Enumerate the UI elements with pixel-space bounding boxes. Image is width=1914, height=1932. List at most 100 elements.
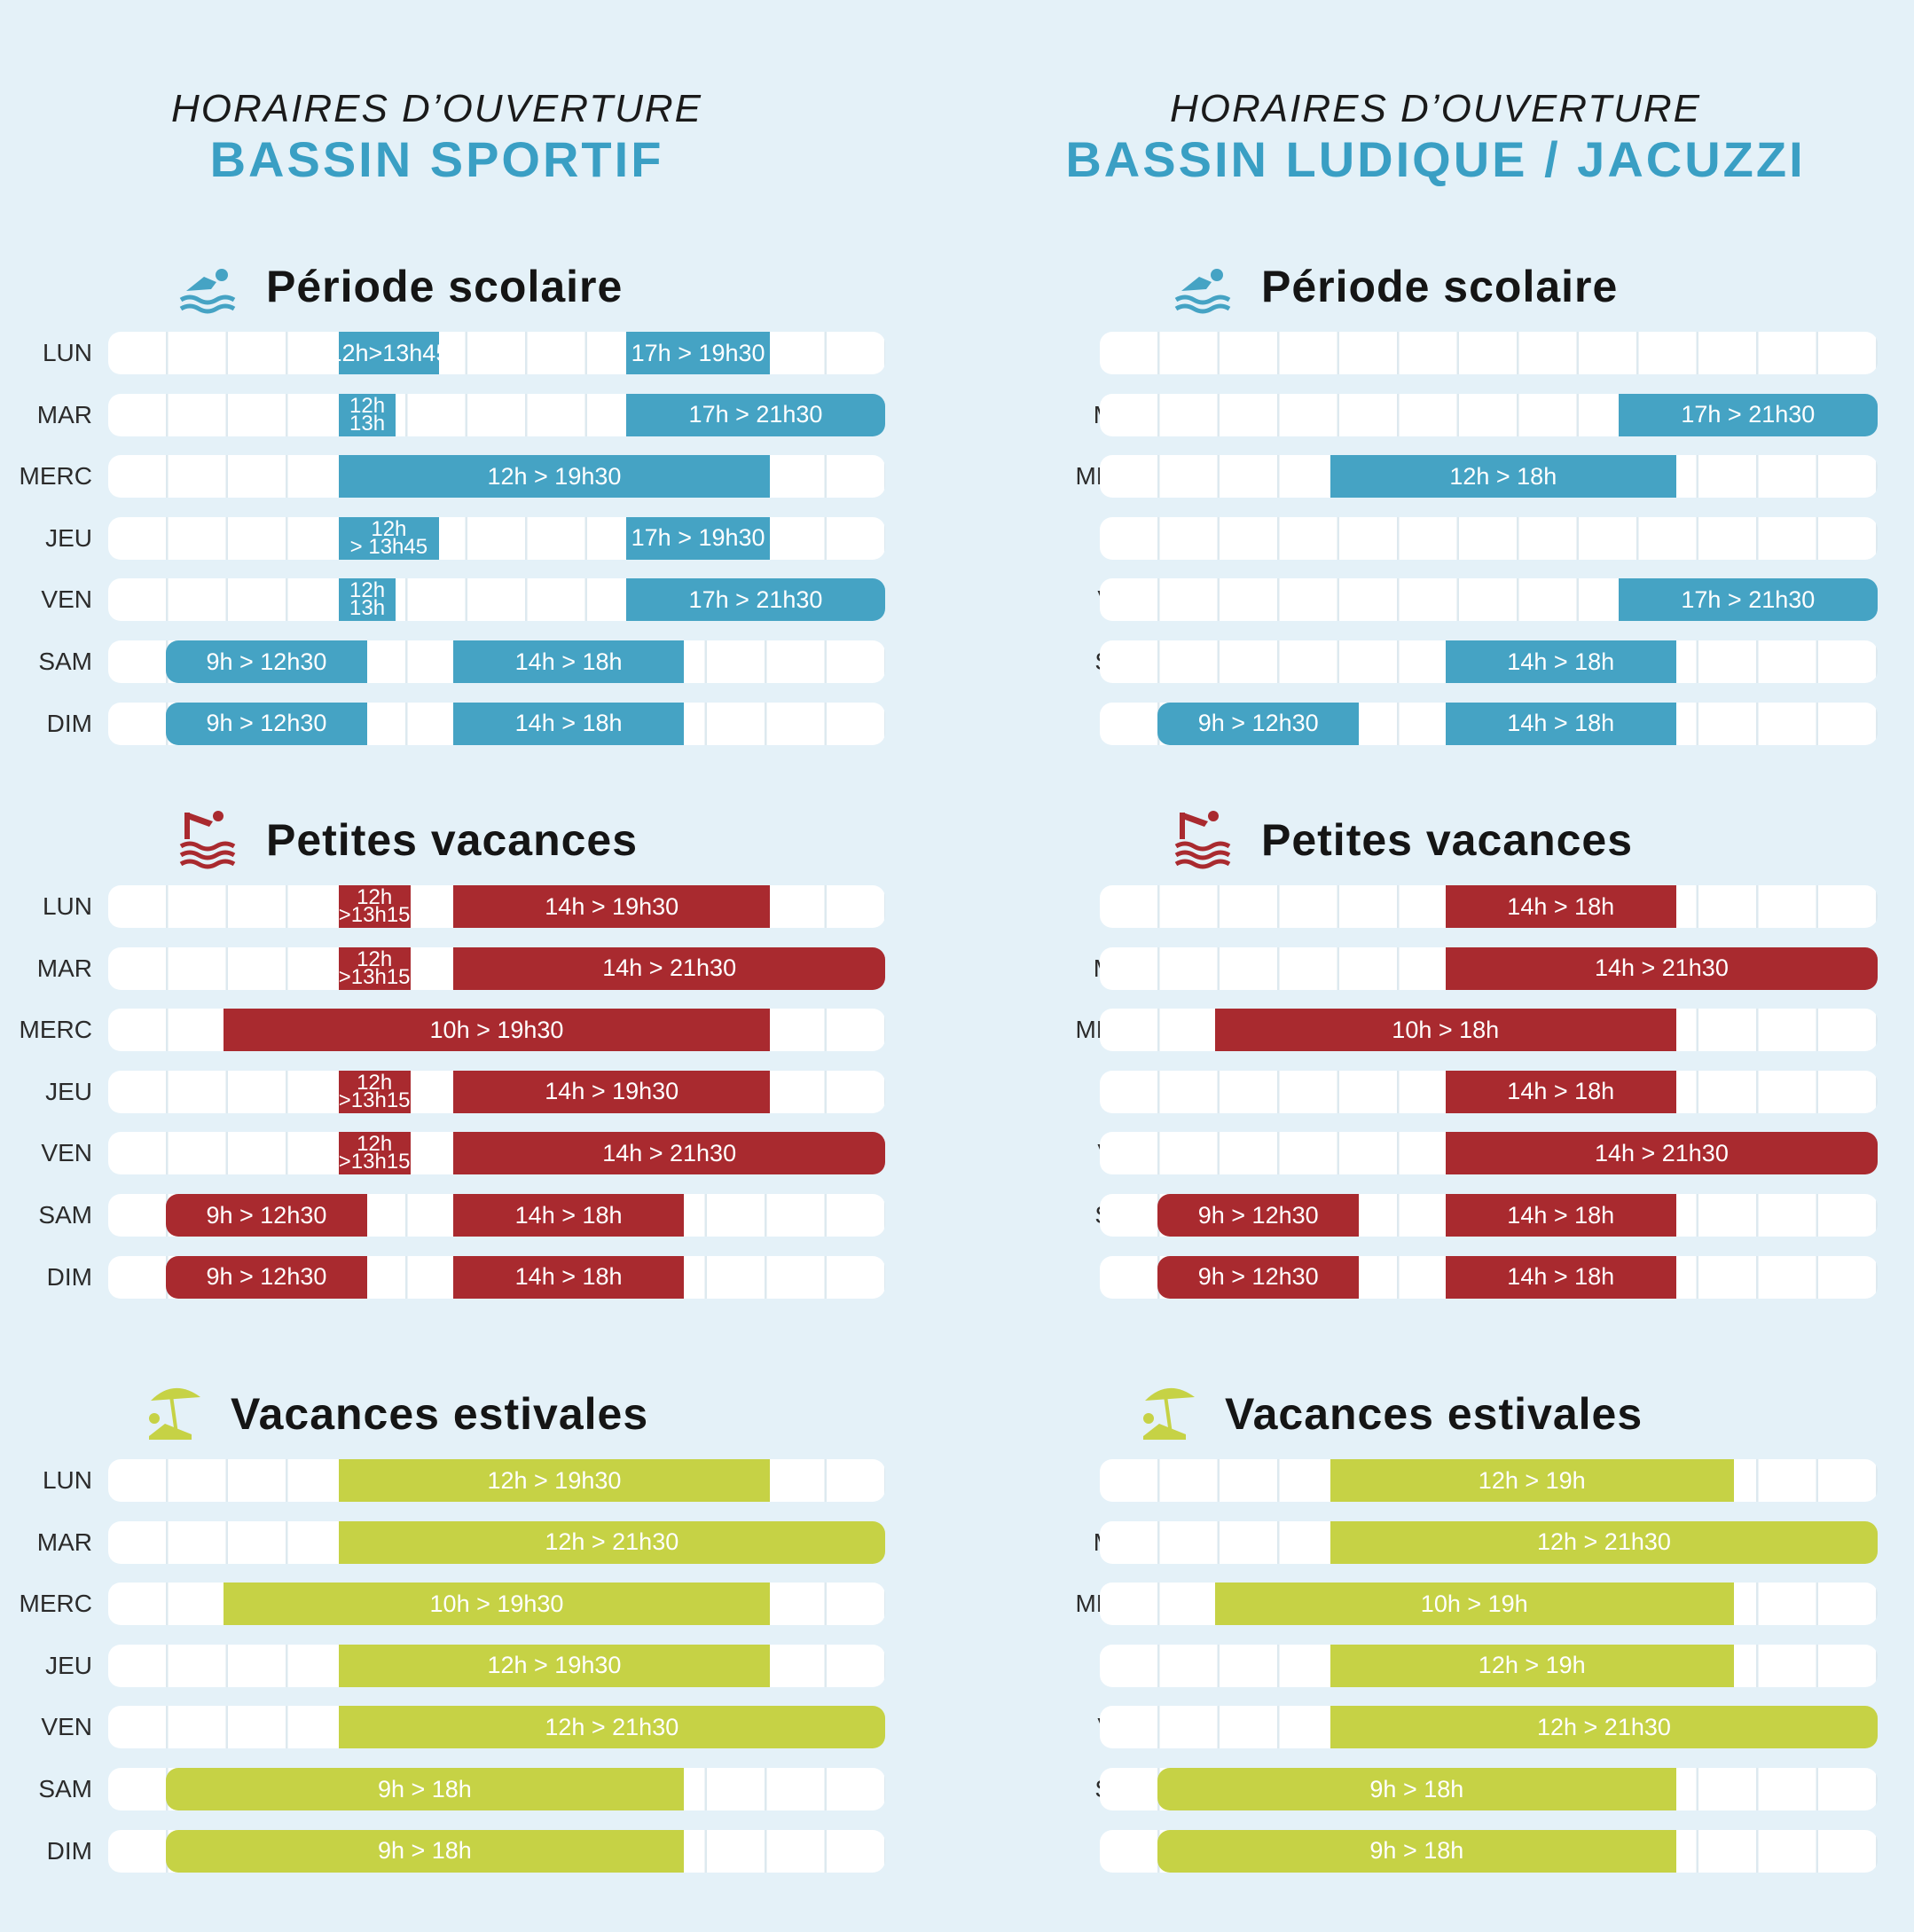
day-label: LUN: [42, 1466, 92, 1494]
time-slot-bar: 17h > 21h30: [1618, 578, 1878, 622]
diver-icon: [1173, 809, 1235, 871]
time-track: 12h > 21h30: [1100, 1706, 1878, 1749]
day-label: MAR: [36, 954, 92, 982]
time-track: 9h > 12h30 14h > 18h: [1100, 1194, 1878, 1237]
day-label: MAR: [36, 400, 92, 428]
section-title: Période scolaire: [1173, 254, 1618, 319]
time-track: 14h > 18h: [1100, 1070, 1878, 1113]
time-track: 9h > 12h30 14h > 18h: [1100, 1255, 1878, 1299]
time-slot-bar: 14h > 18h: [1445, 640, 1676, 683]
schedule-row: DIM 9h > 18h: [0, 1829, 957, 1873]
time-slot-bar: 14h > 21h30: [1445, 1132, 1878, 1175]
schedule-section: Petites vacances LUN14h > 18h MAR14h > 21h…: [957, 807, 1914, 1317]
time-slot-bar: 9h > 18h: [165, 1768, 684, 1810]
time-track: 12h > 19h30: [108, 1459, 885, 1502]
time-slot-bar: 12h >13h15: [338, 946, 411, 990]
time-track: 9h > 18h: [1100, 1768, 1878, 1810]
time-track: 9h > 12h30 14h > 18h: [108, 640, 885, 683]
section-title: Période scolaire: [177, 254, 623, 319]
day-label: JEU: [45, 523, 92, 552]
schedule-section: Période scolaire LUN MAR17h > 21h30 MERC12h…: [957, 254, 1914, 764]
time-track: 12h>13h45 17h > 19h30: [108, 332, 885, 374]
time-track: 9h > 18h: [108, 1768, 885, 1810]
beach-umbrella-icon: [1136, 1383, 1198, 1445]
section-title-text: Petites vacances: [1261, 815, 1634, 865]
pool-heading: HORAIRES D’OUVERTURE BASSIN SPORTIF: [35, 87, 838, 188]
time-track: 17h > 21h30: [1100, 393, 1878, 436]
time-slot-bar: 14h > 18h: [453, 1255, 684, 1299]
day-label: DIM: [46, 709, 92, 737]
time-track: 12h 13h 17h > 21h30: [108, 393, 885, 436]
time-track: 12h >13h15 14h > 21h30: [108, 1132, 885, 1175]
time-track: 9h > 12h30 14h > 18h: [108, 1194, 885, 1237]
day-label: DIM: [46, 1262, 92, 1291]
day-label: MERC: [19, 1016, 92, 1044]
time-slot-bar: 10h > 19h30: [223, 1009, 771, 1052]
time-track: 10h > 19h30: [108, 1009, 885, 1052]
time-track: [1100, 332, 1878, 374]
day-label: VEN: [41, 1713, 92, 1741]
time-track: 14h > 18h: [1100, 640, 1878, 683]
time-slot-bar: 12h > 21h30: [338, 1706, 885, 1749]
time-track: 12h >13h15 14h > 19h30: [108, 885, 885, 928]
diver-icon: [177, 809, 239, 871]
day-label: MERC: [19, 462, 92, 491]
time-slot-bar: 17h > 19h30: [626, 332, 771, 374]
time-slot-bar: 9h > 12h30: [1157, 702, 1360, 745]
time-track: 9h > 18h: [108, 1829, 885, 1873]
schedule-section: Vacances estivales LUN 12h > 19h30 MAR 12h >…: [0, 1381, 957, 1891]
heading-subtitle: HORAIRES D’OUVERTURE: [1169, 87, 1702, 130]
schedule-row: LUN: [957, 332, 1914, 374]
time-slot-bar: 14h > 18h: [1445, 885, 1676, 928]
day-label: LUN: [42, 892, 92, 920]
day-label: MAR: [36, 1528, 92, 1556]
swimmer-icon: [1173, 255, 1235, 318]
section-title: Petites vacances: [1173, 807, 1633, 873]
time-slot-bar: 9h > 18h: [1157, 1829, 1676, 1873]
time-slot-bar: 12h > 21h30: [1330, 1706, 1878, 1749]
time-slot-bar: 12h >13h15: [338, 1070, 411, 1113]
section-title-text: Période scolaire: [1261, 262, 1619, 311]
time-slot-bar: 12h > 19h30: [338, 455, 771, 499]
time-slot-bar: 14h > 18h: [453, 702, 684, 745]
time-track: 10h > 19h30: [108, 1583, 885, 1626]
section-title: Vacances estivales: [1136, 1381, 1643, 1447]
schedule-row: MAR 12h > 21h30: [0, 1520, 957, 1564]
schedule-row: SAM14h > 18h: [957, 640, 1914, 683]
swimmer-icon: [177, 255, 239, 318]
section-title-text: Période scolaire: [266, 262, 624, 311]
time-slot-bar: 12h>13h45: [328, 332, 449, 374]
time-track: 9h > 12h30 14h > 18h: [1100, 702, 1878, 745]
time-slot-bar: 9h > 12h30: [1157, 1255, 1360, 1299]
schedule-row: DIM 9h > 12h30 14h > 18h: [0, 702, 957, 745]
time-slot-bar: 12h > 21h30: [1330, 1520, 1878, 1564]
time-track: 17h > 21h30: [1100, 578, 1878, 622]
time-slot-bar: 14h > 18h: [1445, 1255, 1676, 1299]
time-slot-bar: 12h 13h: [338, 578, 396, 622]
time-track: 12h >13h15 14h > 19h30: [108, 1070, 885, 1113]
day-label: DIM: [46, 1836, 92, 1865]
time-slot-bar: 14h > 18h: [1445, 702, 1676, 745]
time-slot-bar: 17h > 21h30: [1618, 393, 1878, 436]
section-title: Vacances estivales: [142, 1381, 648, 1447]
time-slot-bar: 12h > 18h: [1330, 455, 1676, 499]
schedule-row: VEN 12h 13h 17h > 21h30: [0, 578, 957, 622]
day-label: SAM: [38, 648, 92, 675]
time-slot-bar: 9h > 12h30: [165, 702, 367, 745]
time-track: 14h > 21h30: [1100, 1132, 1878, 1175]
schedule-row: LUN 12h > 19h30: [0, 1459, 957, 1502]
schedule-row: JEU 12h > 13h45 17h > 19h30: [0, 516, 957, 560]
schedule-row: LUN 12h>13h45 17h > 19h30: [0, 332, 957, 374]
time-track: 9h > 12h30 14h > 18h: [108, 702, 885, 745]
time-track: 9h > 12h30 14h > 18h: [108, 1255, 885, 1299]
time-slot-bar: 14h > 18h: [1445, 1194, 1676, 1237]
